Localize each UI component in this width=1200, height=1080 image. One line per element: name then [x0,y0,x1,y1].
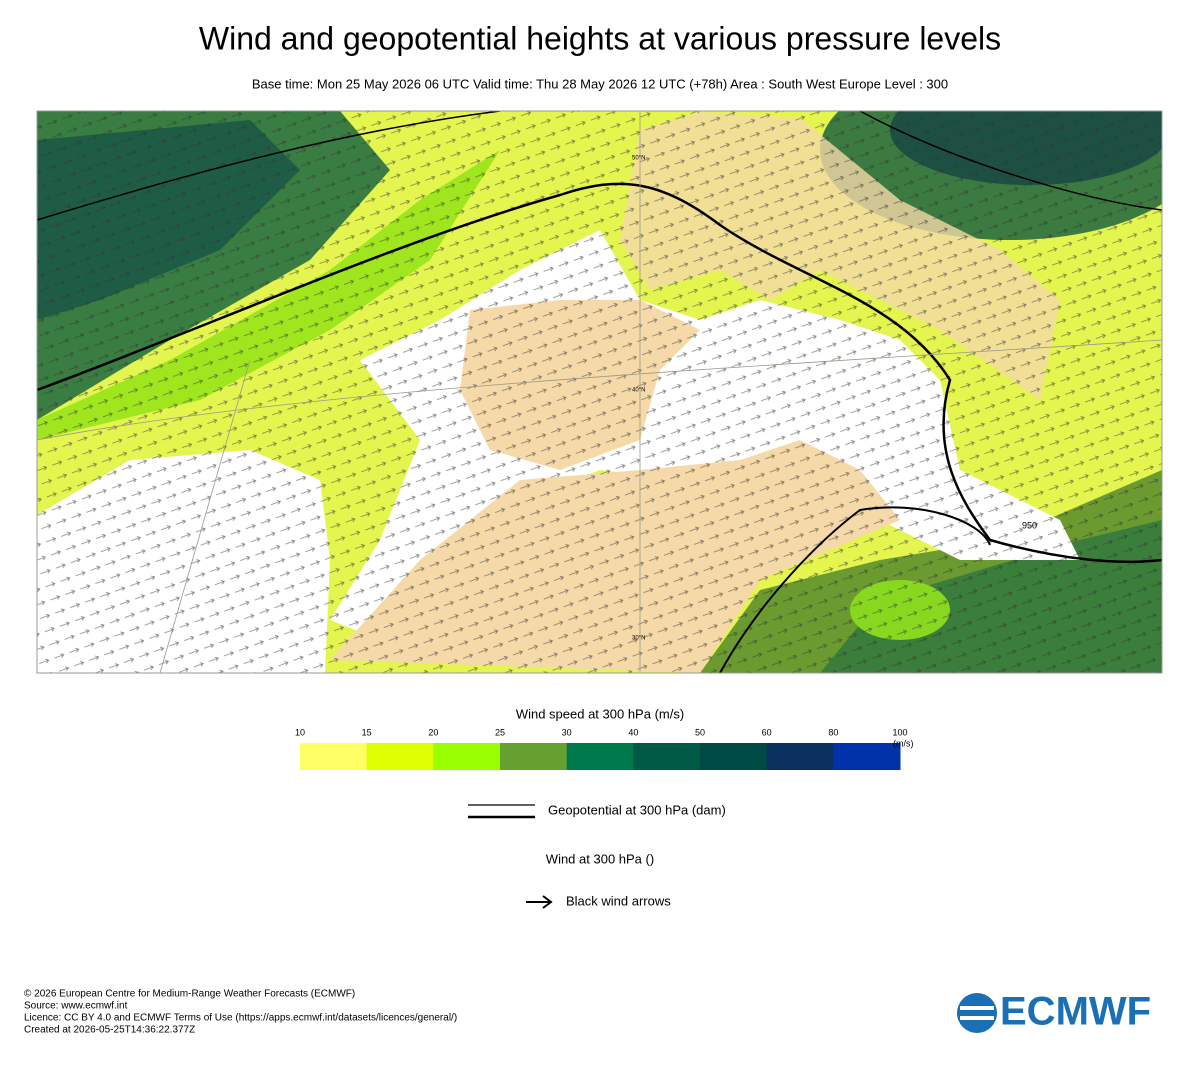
colorbar-tick-label: 15 [362,727,372,737]
arrow-legend-icon [526,895,553,909]
colorbar-tick-label: 30 [562,727,572,737]
lat-label: 50°N [632,156,645,162]
contour-legend-label: Geopotential at 300 hPa (dam) [548,802,726,817]
map-frame [36,110,1163,674]
graticule [37,111,1162,673]
subtitle: Base time: Mon 25 May 2026 06 UTC Valid … [252,76,948,91]
map: 950 50°N 40°N 30°N [37,111,1162,673]
colorbar-unit: (m/s) [893,738,914,748]
wind-legend-label: Wind at 300 hPa () [546,851,654,866]
colorbar-segment [633,743,701,770]
colorbar-tick-label: 100 [892,727,907,737]
geopotential-contour [37,111,501,221]
colorbar-tick-label: 20 [428,727,438,737]
colorbar-segment [433,743,501,770]
geopotential-contour [37,182,1162,564]
colorbar-segment [833,743,901,770]
colorbar-tick-label: 80 [828,727,838,737]
colorbar-segment [500,743,568,770]
title: Wind and geopotential heights at various… [199,20,1001,56]
colorbar-tick-label: 10 [295,727,305,737]
footer-line: Created at 2026-05-25T14:36:22.377Z [24,1025,195,1036]
colorbar-tick-label: 25 [495,727,505,737]
colorbar-tick-label: 40 [628,727,638,737]
logo-mark [960,1006,994,1020]
arrow-legend-label: Black wind arrows [566,893,671,908]
geopotential-contour [719,506,991,673]
colorbar-segment [300,743,368,770]
footer-line: © 2026 European Centre for Medium-Range … [24,989,355,1000]
logo: ECMWF [957,990,1151,1034]
colorbar-tick-label: 60 [762,727,772,737]
colorbar-segment [566,743,634,770]
footer: © 2026 European Centre for Medium-Range … [24,989,457,1036]
colorbar-segment [700,743,768,770]
logo-mark [957,993,997,1033]
lat-label: 30°N [632,636,645,642]
footer-line: Source: www.ecmwf.int [24,1001,128,1012]
colorbar-tick-label: 50 [695,727,705,737]
logo-text: ECMWF [1000,990,1151,1034]
contour-label: 950 [1022,520,1037,530]
lat-label: 40°N [632,388,645,394]
geopotential-contour [859,111,1162,211]
colorbar-segment [766,743,834,770]
colorbar: 10 15 20 25 30 40 50 60 80 100 [295,727,908,770]
wind-arrows [37,111,1162,673]
colorbar-title: Wind speed at 300 hPa (m/s) [516,706,684,721]
colorbar-segment [366,743,434,770]
footer-line: Licence: CC BY 4.0 and ECMWF Terms of Us… [24,1013,457,1024]
